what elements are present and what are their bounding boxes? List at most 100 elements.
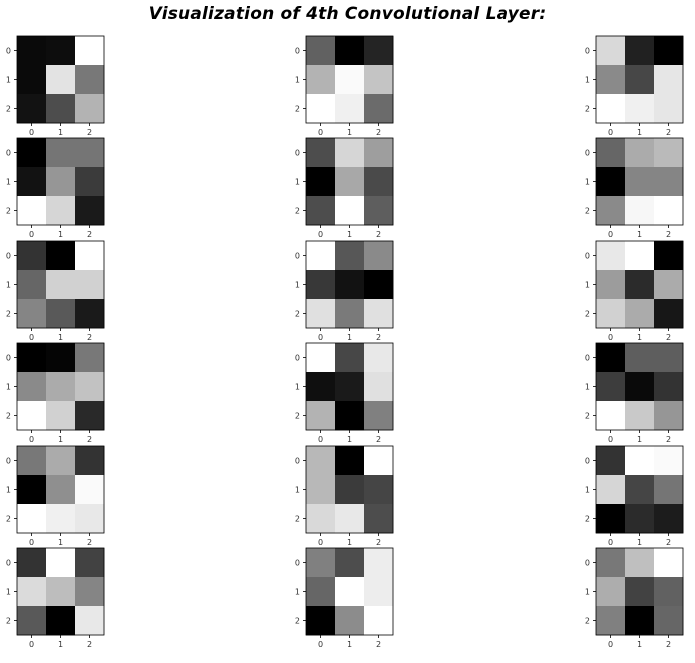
x-tick-label: 2	[666, 128, 671, 137]
x-tick-label: 0	[608, 640, 613, 649]
x-tick-label: 1	[58, 333, 63, 342]
heatmap-cell	[306, 241, 336, 271]
heatmap-cell	[596, 475, 626, 505]
heatmap-panel-3-2: 0 1 2 0 1 2	[295, 240, 394, 342]
heatmap-cell	[625, 343, 655, 373]
heatmap-cell	[654, 475, 684, 505]
x-tick-label: 1	[347, 128, 352, 137]
heatmap-cell	[596, 548, 626, 578]
heatmap-cell	[335, 138, 365, 168]
y-tick-label: 1	[295, 486, 300, 495]
heatmap-cell	[364, 65, 394, 95]
x-tick-label: 1	[637, 640, 642, 649]
heatmap-cell	[596, 401, 626, 431]
x-tick-label: 0	[608, 435, 613, 444]
heatmap-cell	[335, 94, 365, 124]
heatmap-cell	[654, 241, 684, 271]
heatmap-cell	[46, 504, 76, 534]
heatmap-cell	[17, 167, 47, 197]
y-tick-label: 0	[295, 47, 300, 56]
heatmap-cell	[654, 606, 684, 636]
y-tick-label: 2	[585, 515, 590, 524]
x-tick-label: 0	[608, 538, 613, 547]
x-tick-label: 2	[666, 538, 671, 547]
y-tick-label: 1	[295, 178, 300, 187]
heatmap-panel-1-2: 0 1 2 0 1 2	[295, 35, 394, 137]
heatmap-cell	[654, 196, 684, 226]
heatmap-cell	[596, 446, 626, 476]
x-tick-label: 0	[29, 230, 34, 239]
heatmap-cell	[654, 343, 684, 373]
heatmap-cell	[364, 36, 394, 66]
heatmap-cell	[625, 167, 655, 197]
x-tick-label: 0	[318, 435, 323, 444]
heatmap-panel-5-2: 0 1 2 0 1 2	[295, 445, 394, 547]
heatmap-cell	[335, 475, 365, 505]
heatmap-cell	[46, 299, 76, 329]
heatmap-cell	[335, 241, 365, 271]
x-tick-label: 1	[637, 230, 642, 239]
y-tick-label: 1	[295, 76, 300, 85]
x-tick-label: 1	[58, 538, 63, 547]
heatmap-cell	[335, 196, 365, 226]
y-tick-label: 0	[585, 47, 590, 56]
x-tick-label: 2	[666, 230, 671, 239]
heatmap-cell	[17, 475, 47, 505]
heatmap-cell	[17, 446, 47, 476]
heatmap-cell	[46, 138, 76, 168]
heatmap-cell	[654, 167, 684, 197]
heatmap-cell	[335, 65, 365, 95]
heatmap-cell	[17, 372, 47, 402]
heatmap-cell	[364, 299, 394, 329]
x-tick-label: 1	[347, 333, 352, 342]
x-tick-label: 2	[376, 230, 381, 239]
heatmap-cell	[625, 475, 655, 505]
heatmap-cell	[46, 65, 76, 95]
heatmap-cell	[335, 343, 365, 373]
x-tick-label: 0	[29, 435, 34, 444]
x-tick-label: 1	[58, 128, 63, 137]
x-tick-label: 0	[318, 230, 323, 239]
heatmap-cell	[75, 65, 105, 95]
x-tick-label: 0	[318, 333, 323, 342]
heatmap-cell	[335, 606, 365, 636]
heatmap-cell	[625, 401, 655, 431]
heatmap-cell	[46, 241, 76, 271]
heatmap-cell	[596, 372, 626, 402]
heatmap-cell	[654, 504, 684, 534]
heatmap-cell	[46, 606, 76, 636]
heatmap-cell	[364, 606, 394, 636]
heatmap-cell	[335, 36, 365, 66]
x-tick-label: 2	[87, 435, 92, 444]
x-tick-label: 0	[29, 128, 34, 137]
heatmap-cell	[46, 343, 76, 373]
heatmap-cell	[17, 401, 47, 431]
x-tick-label: 0	[318, 128, 323, 137]
heatmap-cell	[75, 94, 105, 124]
heatmap-cell	[654, 401, 684, 431]
x-tick-label: 1	[347, 538, 352, 547]
y-tick-label: 1	[6, 76, 11, 85]
heatmap-cell	[625, 299, 655, 329]
heatmap-cell	[46, 446, 76, 476]
heatmap-cell	[364, 446, 394, 476]
x-tick-label: 0	[608, 230, 613, 239]
y-tick-label: 0	[6, 47, 11, 56]
heatmap-cell	[75, 548, 105, 578]
heatmap-cell	[306, 548, 336, 578]
heatmap-cell	[46, 94, 76, 124]
heatmap-cell	[306, 65, 336, 95]
heatmap-panel-5-1: 0 1 2 0 1 2	[6, 445, 105, 547]
heatmap-panel-4-2: 0 1 2 0 1 2	[295, 342, 394, 444]
y-tick-label: 2	[6, 515, 11, 524]
y-tick-label: 1	[295, 383, 300, 392]
y-tick-label: 1	[585, 383, 590, 392]
heatmap-cell	[364, 577, 394, 607]
heatmap-panel-1-1: 0 1 2 0 1 2	[6, 35, 105, 137]
heatmap-cell	[625, 548, 655, 578]
heatmap-cell	[75, 343, 105, 373]
heatmap-cell	[75, 138, 105, 168]
heatmap-cell	[364, 343, 394, 373]
y-tick-label: 2	[585, 207, 590, 216]
heatmap-cell	[364, 475, 394, 505]
